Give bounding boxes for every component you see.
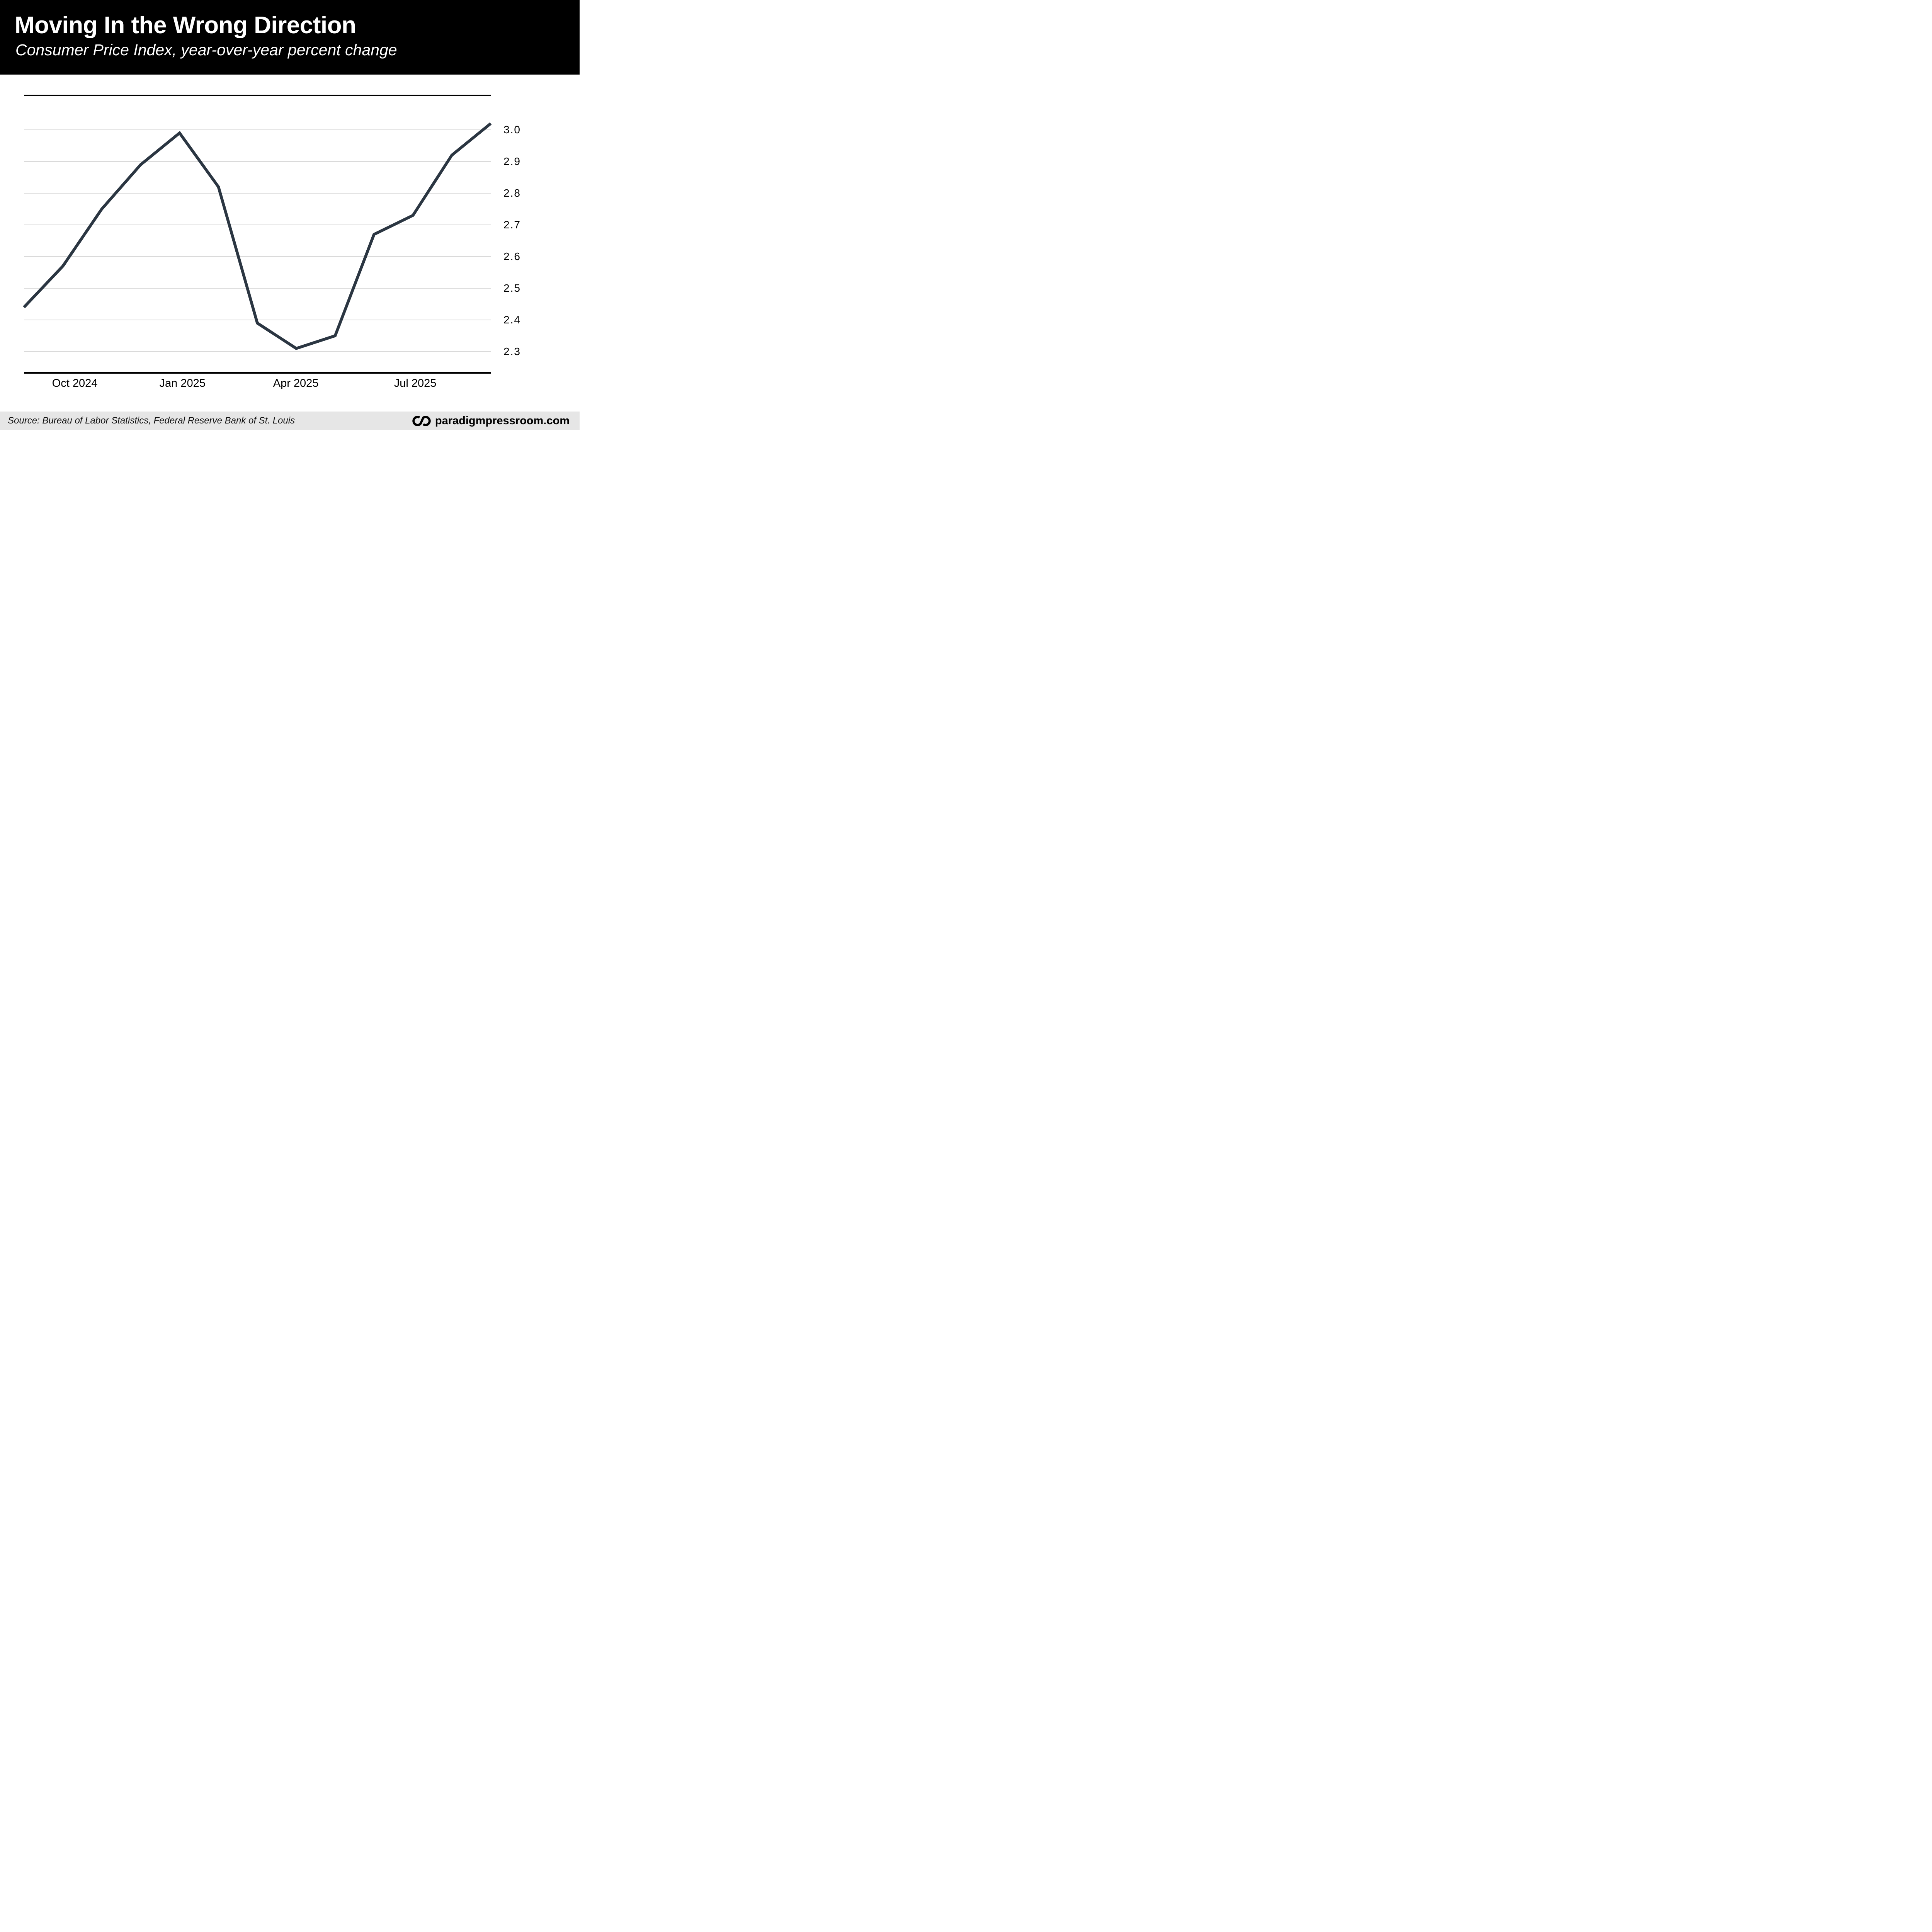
y-tick-label: 2.3 xyxy=(503,345,521,357)
chart-subtitle: Consumer Price Index, year-over-year per… xyxy=(15,41,397,59)
chart-title: Moving In the Wrong Direction xyxy=(15,12,356,39)
y-tick-label: 2.9 xyxy=(503,155,521,167)
line-series xyxy=(23,122,492,350)
x-tick-label: Apr 2025 xyxy=(273,377,319,389)
y-tick-label: 2.4 xyxy=(503,314,521,326)
x-tick-label: Jul 2025 xyxy=(394,377,437,389)
infinity-icon xyxy=(412,415,431,426)
y-tick-label: 2.7 xyxy=(503,219,521,231)
brand-block: paradigmpressroom.com xyxy=(412,415,570,427)
x-tick-label: Oct 2024 xyxy=(52,377,98,389)
brand-url: paradigmpressroom.com xyxy=(435,414,570,427)
x-tick-label: Jan 2025 xyxy=(159,377,206,389)
footer-bar: Source: Bureau of Labor Statistics, Fede… xyxy=(0,412,580,430)
y-tick-label: 2.8 xyxy=(503,187,521,199)
plot-area xyxy=(23,95,492,374)
source-attribution: Source: Bureau of Labor Statistics, Fede… xyxy=(8,415,295,426)
header-banner: Moving In the Wrong Direction Consumer P… xyxy=(0,0,580,75)
y-tick-label: 3.0 xyxy=(503,124,521,136)
cpi-line-chart-figure: Moving In the Wrong Direction Consumer P… xyxy=(0,0,580,430)
y-tick-label: 2.6 xyxy=(503,250,521,262)
y-tick-label: 2.5 xyxy=(503,282,521,294)
